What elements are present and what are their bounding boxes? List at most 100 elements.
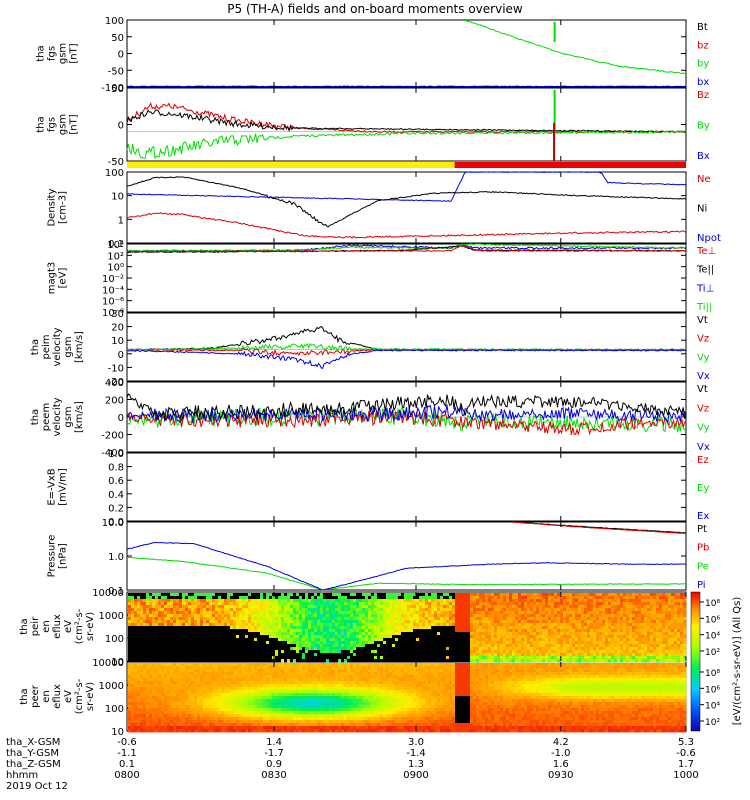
legend-temperature: Te|| [696,265,714,276]
series-vt [126,325,687,351]
ylabel-line: fgs [47,46,58,61]
ylabel-line: [km/s] [74,331,85,363]
series-pi [126,541,687,591]
xaxis-value: 1.6 [553,759,569,770]
ytick-label: 10⁻⁶ [102,297,124,308]
ytick-label: 0.0 [108,517,124,528]
xaxis-value: 1000 [673,770,698,781]
legend-peim-velocity: Vx [697,371,710,382]
ytick-label: 100 [105,704,124,715]
xaxis-value: 5.3 [678,737,694,748]
ytick-label: 100 [105,634,124,645]
xaxis-value: -1.0 [551,748,571,759]
legend-pressure: Pe [697,561,709,572]
legend-efield: Ez [697,455,709,466]
ytick-label: 10.0 [102,518,124,529]
ytick-label: 0 [118,50,124,61]
ytick-label: 0.8 [108,463,124,474]
series-teperp [127,244,687,253]
xaxis-value: 0800 [114,770,139,781]
ytick-label: -50 [108,66,124,77]
ytick-label: 10⁰ [107,263,124,274]
xaxis-value: -1.7 [264,748,284,759]
ytick-label: 10⁻⁴ [102,285,124,296]
ytick-label: -10 [108,363,124,374]
ytick-label: 50 [111,33,124,44]
legend-fgs-gsm: By [697,121,710,132]
ytick-label: 10⁻⁸ [102,308,124,319]
legend-fgs-gsm: Bz [697,90,709,101]
ytick-label: 1.0 [108,449,124,460]
ytick-label: 0 [118,121,124,132]
ylabel-line: [eV] [58,268,69,289]
legend-peim-velocity: Vt [697,315,708,326]
series-by2 [126,130,687,160]
xaxis-row-label: tha_Z-GSM [6,759,61,770]
colorbar-tick-label: 10⁶ [705,685,720,695]
ylabel-line: peim [41,334,52,359]
legend-peim-velocity: Vy [697,352,710,363]
ytick-label: 1000 [99,681,124,692]
spectrogram-ion [128,593,687,663]
xaxis-value: 1.4 [266,737,282,748]
xaxis-value: -0.6 [117,737,137,748]
colorbar-label: [eV/(cm²-s-sr-eV)] (All Qs) [732,597,743,726]
ytick-label: 10 [111,336,124,347]
panel-frame-temperature [126,243,687,313]
plot-title: P5 (TH-A) fields and on-board moments ov… [227,2,523,16]
ylabel-line: E=-VxB [47,468,58,505]
xaxis-value: -0.6 [676,748,696,759]
ylabel-line: [nT] [69,114,80,134]
ytick-label: 50 [111,84,124,95]
ylabel-line: peem [41,403,52,431]
series-bz [126,102,687,134]
ytick-label: -100 [101,83,124,94]
ytick-label: 0.6 [108,476,124,487]
mode-bar-fast [454,162,686,168]
ytick-label: 0.2 [108,503,124,514]
xaxis-row-label: tha_Y-GSM [6,748,59,759]
ytick-label: 10000 [92,658,124,669]
legend-fgs-gsm: Bx [697,151,710,162]
ytick-label: 10 [111,192,124,203]
ytick-label: 20 [111,323,124,334]
legend-fgs-btot: Bt [697,22,708,33]
colorbar-tick-label: 10⁴ [705,632,720,642]
ytick-label: 100 [105,16,124,27]
ylabel-line: [mV/m] [58,468,69,506]
xaxis-value: 0.1 [119,759,135,770]
legend-density: Npot [697,233,721,244]
ylabel-line: eV [63,620,74,633]
ylabel-line: (cm²-s- [74,678,85,714]
ylabel-line: gsm [63,406,74,427]
colorbar-tick-label: 10⁴ [705,702,720,712]
panel-frame-fgs-btot [126,19,687,88]
ytick-label: 1 [118,215,124,226]
ytick-label: 0 [118,350,124,361]
ytick-label: -50 [108,157,124,168]
xaxis-value: 0830 [261,770,286,781]
series-bt2 [126,109,687,133]
ylabel-line: sr-eV) [85,682,96,711]
series-vz6 [126,409,687,436]
ytick-label: -200 [101,431,124,442]
legend-pressure: Pi [697,580,706,591]
ylabel-line: tha [30,409,41,425]
panel-frame-pressure [126,521,687,591]
xaxis-value: -1.4 [406,748,426,759]
ylabel-line: Pressure [47,535,58,578]
ylabel-line: sr-eV) [85,612,96,641]
series-bx [126,85,687,88]
ytick-label: 10 [111,657,124,668]
ylabel-line: peer [30,684,41,708]
colorbar-tick-label: 10² [705,718,720,728]
ytick-label: 10 [111,727,124,738]
ytick-label: 400 [105,378,124,389]
series-pe [126,556,687,591]
series-vx [126,349,687,369]
legend-density: Ne [697,174,711,185]
series-npot [126,171,687,203]
ylabel-line: eflux [52,614,63,639]
ytick-label: -400 [101,448,124,459]
ylabel-line: magt3 [47,262,58,295]
